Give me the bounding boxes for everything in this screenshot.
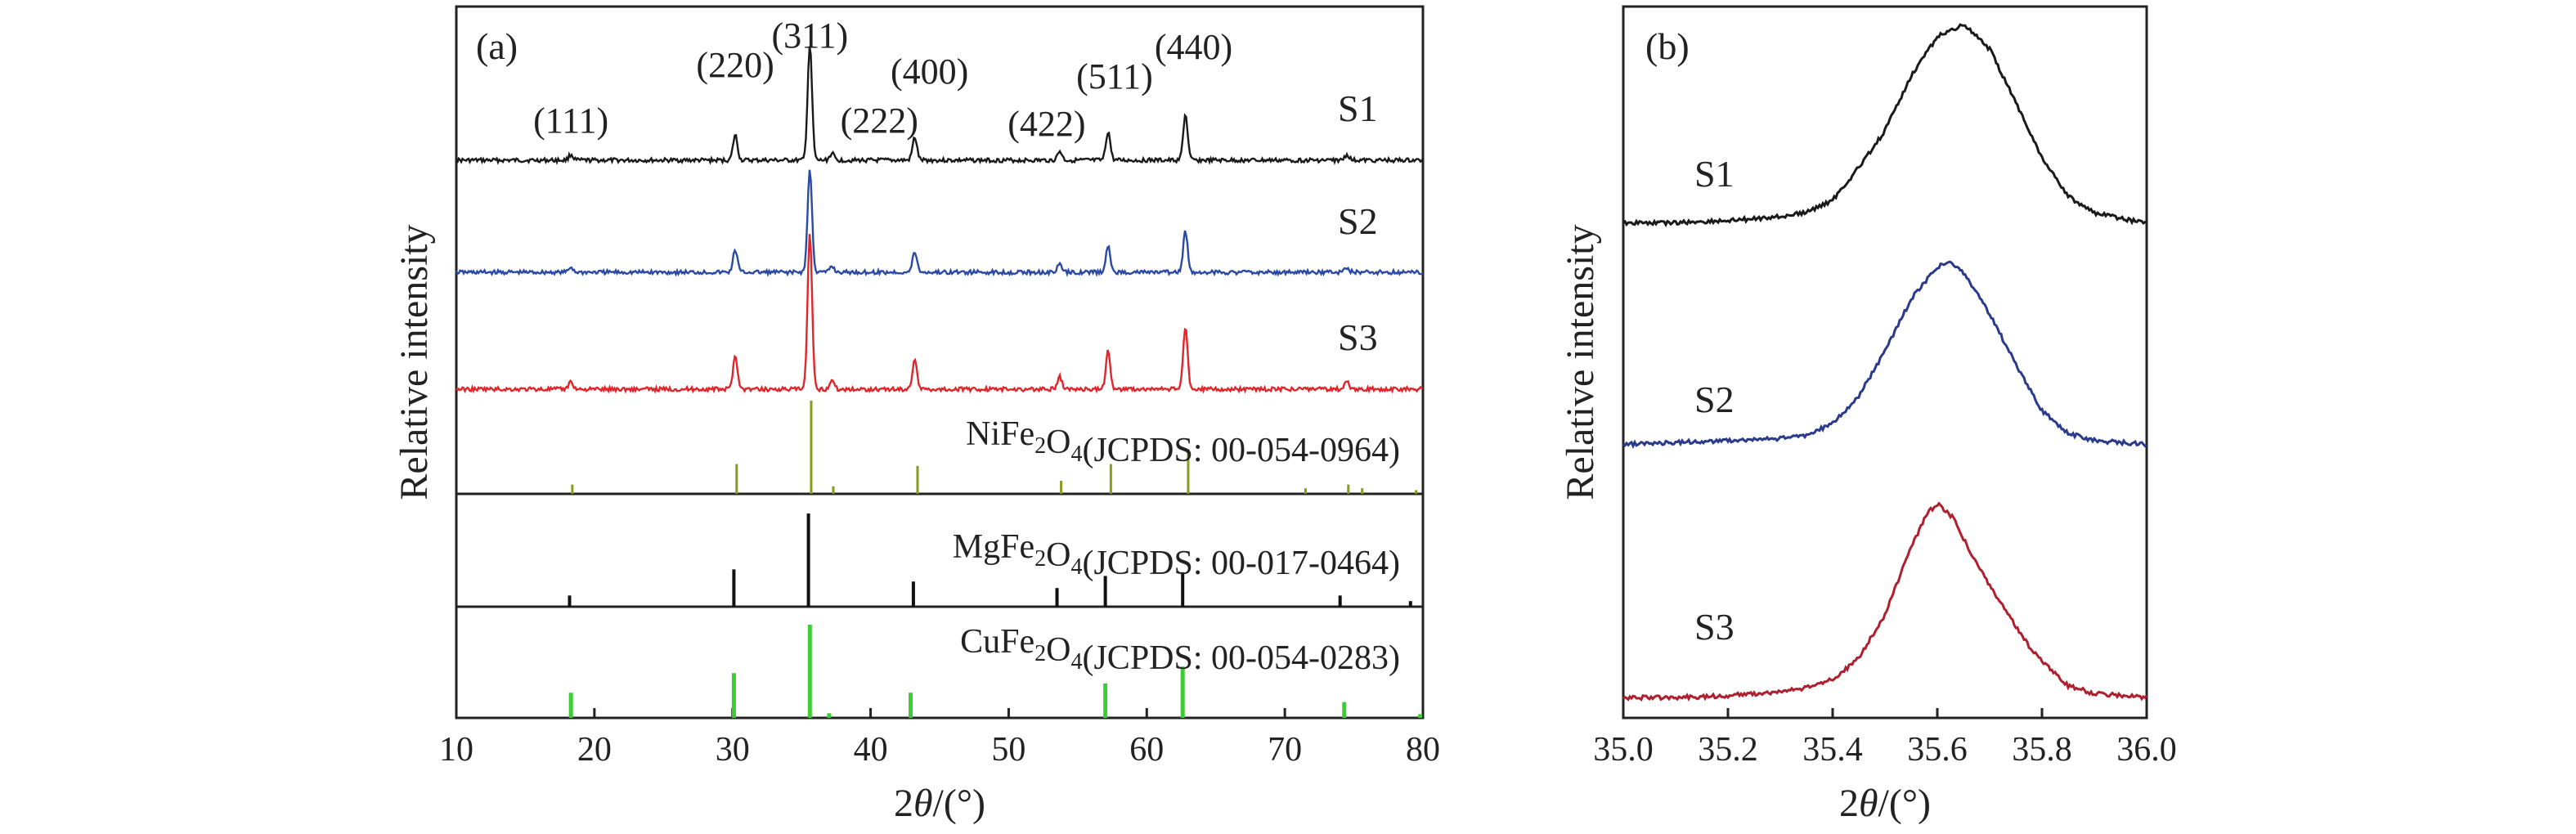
- panel-a-label: (a): [476, 25, 518, 67]
- reference-label: CuFe2O4(JCPDS: 00-054-0283): [960, 623, 1400, 677]
- reference-label-part: (JCPDS: 00-054-0283): [1082, 639, 1400, 677]
- b-xtick-label: 35.4: [1802, 731, 1863, 769]
- series-s3-line: [456, 234, 1424, 394]
- reference-label-part: (JCPDS: 00-054-0964): [1082, 432, 1400, 469]
- series-label-s1: S1: [1338, 87, 1378, 129]
- peak-label: (111): [533, 101, 608, 141]
- panel-a-xlabel-prefix: 2: [894, 782, 913, 825]
- peak-label: (220): [696, 45, 774, 85]
- a-xtick-label: 60: [1129, 731, 1164, 769]
- panel-a-series-labels: S1 S2 S3: [1338, 87, 1378, 358]
- panel-a-ylabel: Relative intensity: [393, 224, 436, 500]
- peak-label: (422): [1008, 104, 1085, 144]
- b-xtick-label: 36.0: [2116, 731, 2177, 769]
- panel-a-references: [568, 401, 1423, 718]
- panel-b-xlabel: 2θ/(°): [1839, 782, 1931, 825]
- b-series-label-s1: S1: [1694, 153, 1735, 195]
- peak-label: (311): [771, 16, 848, 56]
- a-xtick-label: 80: [1406, 731, 1440, 769]
- b-series-label-s3: S3: [1694, 606, 1735, 648]
- panel-b-series-labels: S1 S2 S3: [1694, 153, 1735, 648]
- b-xtick-label: 35.2: [1698, 731, 1758, 769]
- reference-label-subscript: 2: [1034, 433, 1046, 459]
- panel-a-series: [455, 46, 1425, 394]
- panel-b-frame: [1622, 5, 2148, 720]
- reference-label-part: NiFe: [966, 415, 1034, 453]
- reference-label-part: O: [1046, 631, 1070, 669]
- reference-label: NiFe2O4(JCPDS: 00-054-0964): [966, 415, 1400, 469]
- series-label-s3: S3: [1338, 316, 1378, 358]
- b-series-s2-line: [1622, 260, 2147, 450]
- a-xtick-label: 10: [439, 731, 473, 769]
- reference-label-subscript: 4: [1070, 442, 1082, 467]
- reference-label-part: CuFe: [960, 623, 1034, 661]
- panel-b-xticks: 35.0 35.2 35.4 35.6 35.8 36.0: [1593, 708, 2177, 769]
- panel-b-xlabel-prefix: 2: [1839, 782, 1859, 825]
- b-xtick-label: 35.6: [1907, 731, 1968, 769]
- peak-label: (440): [1155, 27, 1232, 67]
- reference-label-part: (JCPDS: 00-017-0464): [1082, 545, 1400, 582]
- reference-label-subscript: 4: [1070, 554, 1082, 580]
- series-s1-line: [456, 46, 1425, 166]
- series-label-s2: S2: [1338, 200, 1378, 242]
- panel-a-reference-labels: NiFe2O4(JCPDS: 00-054-0964)MgFe2O4(JCPDS…: [953, 415, 1400, 677]
- panel-a-xlabel-theta: θ: [913, 782, 933, 825]
- reference-label-part: O: [1046, 536, 1070, 574]
- peak-label: (222): [841, 101, 918, 141]
- panel-a-peak-labels: (111) (220)(311) (222) (400) (422) (511)(440): [533, 16, 1232, 144]
- a-xtick-label: 50: [991, 731, 1025, 769]
- panel-a-xlabel: 2θ/(°): [894, 782, 985, 825]
- panel-b-xlabel-suffix: /(°): [1878, 782, 1932, 825]
- peak-label: (511): [1076, 56, 1153, 96]
- b-series-label-s2: S2: [1694, 379, 1735, 420]
- panel-a: 10 20 30 40 50 60 70 80 (111) (220)(311) (222) (40…: [393, 5, 1440, 825]
- reference-label-part: MgFe: [953, 528, 1034, 566]
- a-xtick-label: 70: [1268, 731, 1302, 769]
- panel-b-xlabel-theta: θ: [1859, 782, 1878, 825]
- b-series-s1-line: [1622, 23, 2147, 228]
- panel-b-label: (b): [1645, 25, 1690, 67]
- panel-a-xlabel-suffix: /(°): [933, 782, 986, 825]
- a-xtick-label: 30: [716, 731, 750, 769]
- reference-label-subscript: 4: [1070, 649, 1082, 675]
- panel-b: 35.0 35.2 35.4 35.6 35.8 36.0 S1 S2 S3 (b) Rela…: [1559, 5, 2177, 825]
- series-s2-line: [455, 169, 1424, 278]
- a-xtick-label: 20: [577, 731, 612, 769]
- panel-b-series: [1622, 23, 2148, 702]
- panel-a-frame: [455, 5, 1425, 720]
- b-xtick-label: 35.8: [2012, 731, 2072, 769]
- reference-label-subscript: 2: [1034, 546, 1046, 572]
- a-xtick-label: 40: [854, 731, 888, 769]
- reference-label: MgFe2O4(JCPDS: 00-017-0464): [953, 528, 1400, 582]
- b-xtick-label: 35.0: [1593, 731, 1654, 769]
- panel-b-ylabel: Relative intensity: [1559, 224, 1602, 500]
- reference-label-part: O: [1046, 424, 1070, 461]
- reference-label-subscript: 2: [1034, 641, 1046, 666]
- peak-label: (400): [891, 52, 968, 92]
- b-series-s3-line: [1622, 501, 2148, 702]
- panel-a-xticks: 10 20 30 40 50 60 70 80: [439, 708, 1440, 769]
